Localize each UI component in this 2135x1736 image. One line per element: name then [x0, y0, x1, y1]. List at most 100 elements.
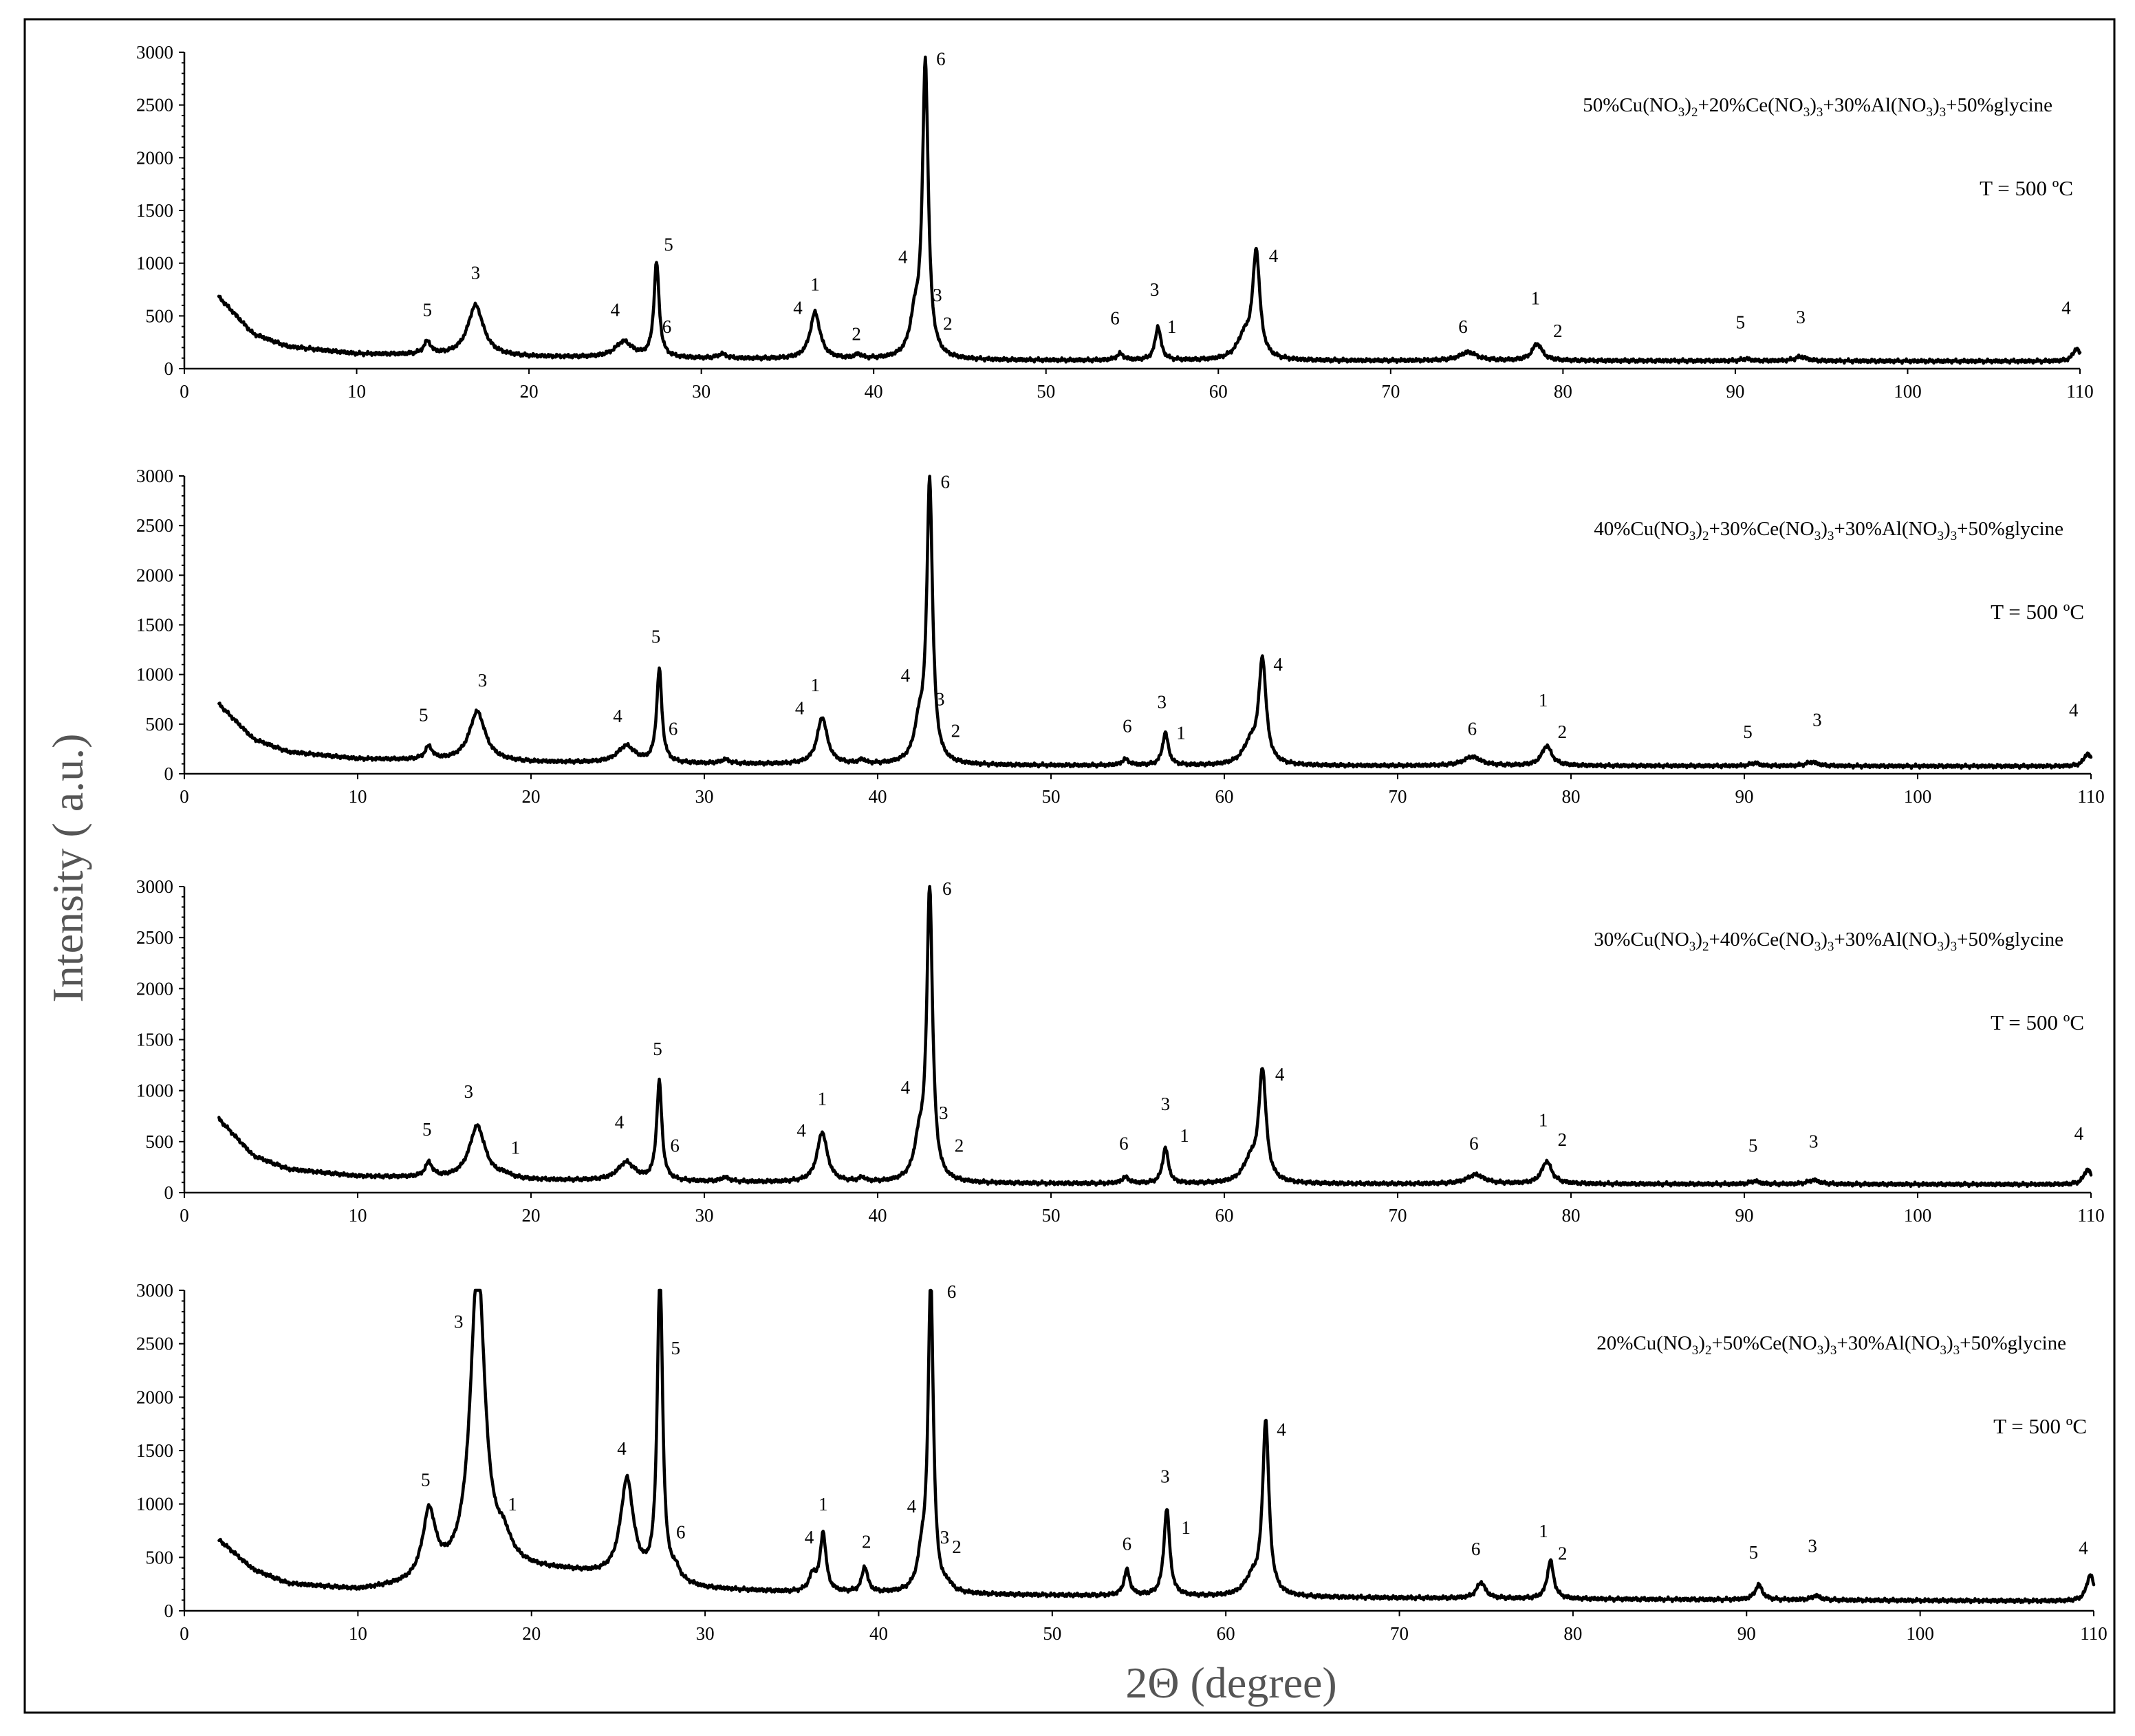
peak-label: 1: [811, 675, 821, 695]
peak-label: 1: [819, 1494, 828, 1515]
peak-label: 6: [1110, 308, 1120, 329]
temperature-label: T = 500 ºC: [1993, 1414, 2087, 1438]
peak-label: 5: [1736, 312, 1746, 333]
y-tick-label: 2000: [136, 565, 173, 585]
peak-label: 4: [1273, 654, 1283, 675]
y-tick-label: 0: [164, 358, 174, 379]
x-tick-label: 60: [1217, 1623, 1235, 1644]
y-tick-label: 500: [146, 1131, 174, 1152]
peak-label: 3: [1796, 307, 1806, 327]
xrd-panel-1: 0 500 1000 1500 2000 2500 3000 0 10 20 30 40 50 60 70 8…: [136, 42, 2094, 402]
peak-label: 5: [1743, 721, 1753, 742]
peak-label: 4: [1269, 246, 1279, 266]
peak-label: 3: [464, 1081, 474, 1102]
peak-label: 4: [796, 1120, 806, 1140]
y-tick-label: 3000: [136, 876, 173, 897]
x-tick-label: 40: [865, 381, 883, 402]
peak-label: 3: [454, 1311, 464, 1332]
composition-label: 20%Cu(NO3)2+50%Ce(NO3)3+30%Al(NO3)3+50%g…: [1596, 1332, 2066, 1358]
x-tick-label: 60: [1215, 1205, 1234, 1226]
peak-label: 1: [1181, 1517, 1191, 1538]
peak-label: 1: [810, 274, 820, 295]
peak-label: 5: [1749, 1542, 1759, 1563]
y-tick-label: 3000: [136, 1280, 173, 1301]
peak-label: 4: [793, 297, 803, 318]
x-tick-label: 10: [349, 1205, 367, 1226]
y-tick-label: 2500: [136, 927, 173, 948]
xrd-panel-2: 0 500 1000 1500 2000 2500 3000 0 10 20 30 40 50 60 70 8…: [136, 466, 2105, 807]
y-tick-label: 2000: [136, 978, 173, 999]
peak-label: 5: [651, 626, 661, 647]
x-tick-label: 80: [1562, 1205, 1581, 1226]
y-tick-label: 2000: [136, 147, 173, 168]
peak-label: 4: [611, 299, 620, 320]
peak-label: 2: [852, 324, 861, 345]
x-tick-label: 0: [180, 381, 189, 402]
peak-label: 5: [422, 1119, 432, 1140]
y-tick-label: 1500: [136, 615, 173, 636]
peak-label: 3: [1160, 1466, 1170, 1487]
y-tick-label: 1000: [136, 1494, 173, 1515]
peak-label: 1: [1180, 1125, 1189, 1146]
peak-label: 6: [1119, 1133, 1129, 1154]
x-tick-label: 80: [1563, 1623, 1582, 1644]
x-tick-label: 50: [1043, 1623, 1061, 1644]
peak-label: 2: [1558, 1543, 1568, 1563]
peak-label: 5: [653, 1039, 662, 1059]
peak-label: 2: [951, 721, 961, 741]
x-tick-label: 90: [1735, 1205, 1754, 1226]
peak-label: 6: [1123, 715, 1132, 736]
y-tick-label: 1500: [136, 1440, 173, 1461]
peak-label: 2: [1553, 321, 1563, 341]
composition-label: 50%Cu(NO3)2+20%Ce(NO3)3+30%Al(NO3)3+50%g…: [1583, 94, 2052, 120]
x-tick-label: 90: [1737, 1623, 1756, 1644]
x-tick-label: 20: [522, 1623, 541, 1644]
x-tick-label: 110: [2077, 786, 2105, 807]
peak-label: 4: [2074, 1123, 2084, 1144]
peak-label: 3: [1158, 692, 1167, 713]
temperature-label: T = 500 ºC: [1980, 176, 2073, 200]
peak-label: 3: [1161, 1094, 1171, 1114]
x-tick-label: 40: [869, 1623, 888, 1644]
peak-label: 6: [1458, 316, 1468, 337]
x-tick-label: 100: [1904, 786, 1932, 807]
x-tick-label: 60: [1215, 786, 1234, 807]
composition-label: 40%Cu(NO3)2+30%Ce(NO3)3+30%Al(NO3)3+50%g…: [1594, 518, 2063, 543]
peak-label: 4: [901, 665, 911, 686]
y-tick-label: 0: [164, 1182, 174, 1203]
xrd-pattern-line: [217, 885, 2093, 1189]
y-tick-label: 3000: [136, 466, 173, 486]
peak-label: 4: [898, 247, 908, 268]
peak-label: 6: [1469, 1133, 1479, 1154]
peak-label: 4: [615, 1112, 625, 1133]
peak-label: 3: [471, 263, 481, 283]
x-tick-label: 30: [695, 786, 714, 807]
peak-label: 6: [942, 878, 952, 899]
xrd-pattern-line: [217, 55, 2082, 365]
peak-label: 6: [941, 471, 951, 492]
x-tick-label: 100: [1894, 381, 1922, 402]
y-tick-label: 2500: [136, 1334, 173, 1354]
peak-label: 2: [952, 1537, 962, 1557]
x-tick-label: 70: [1389, 1205, 1407, 1226]
peak-label: 4: [1275, 1064, 1285, 1085]
peak-label: 4: [795, 697, 805, 718]
peak-label: 5: [664, 234, 673, 254]
x-tick-label: 70: [1389, 786, 1407, 807]
xrd-pattern-line: [217, 475, 2093, 770]
x-tick-label: 60: [1209, 381, 1228, 402]
y-tick-label: 500: [146, 1547, 174, 1567]
x-tick-label: 10: [349, 786, 367, 807]
x-axis-title: 2Θ (degree): [1125, 1658, 1336, 1707]
x-tick-label: 30: [692, 381, 711, 402]
x-tick-label: 100: [1904, 1205, 1932, 1226]
peak-label: 1: [1539, 1110, 1548, 1131]
y-tick-label: 2000: [136, 1387, 173, 1407]
peak-label: 6: [1468, 719, 1477, 739]
peak-label: 3: [933, 285, 942, 305]
x-tick-label: 70: [1381, 381, 1400, 402]
peak-label: 2: [862, 1531, 871, 1552]
y-tick-label: 1500: [136, 200, 173, 221]
peak-label: 1: [1539, 1521, 1548, 1541]
